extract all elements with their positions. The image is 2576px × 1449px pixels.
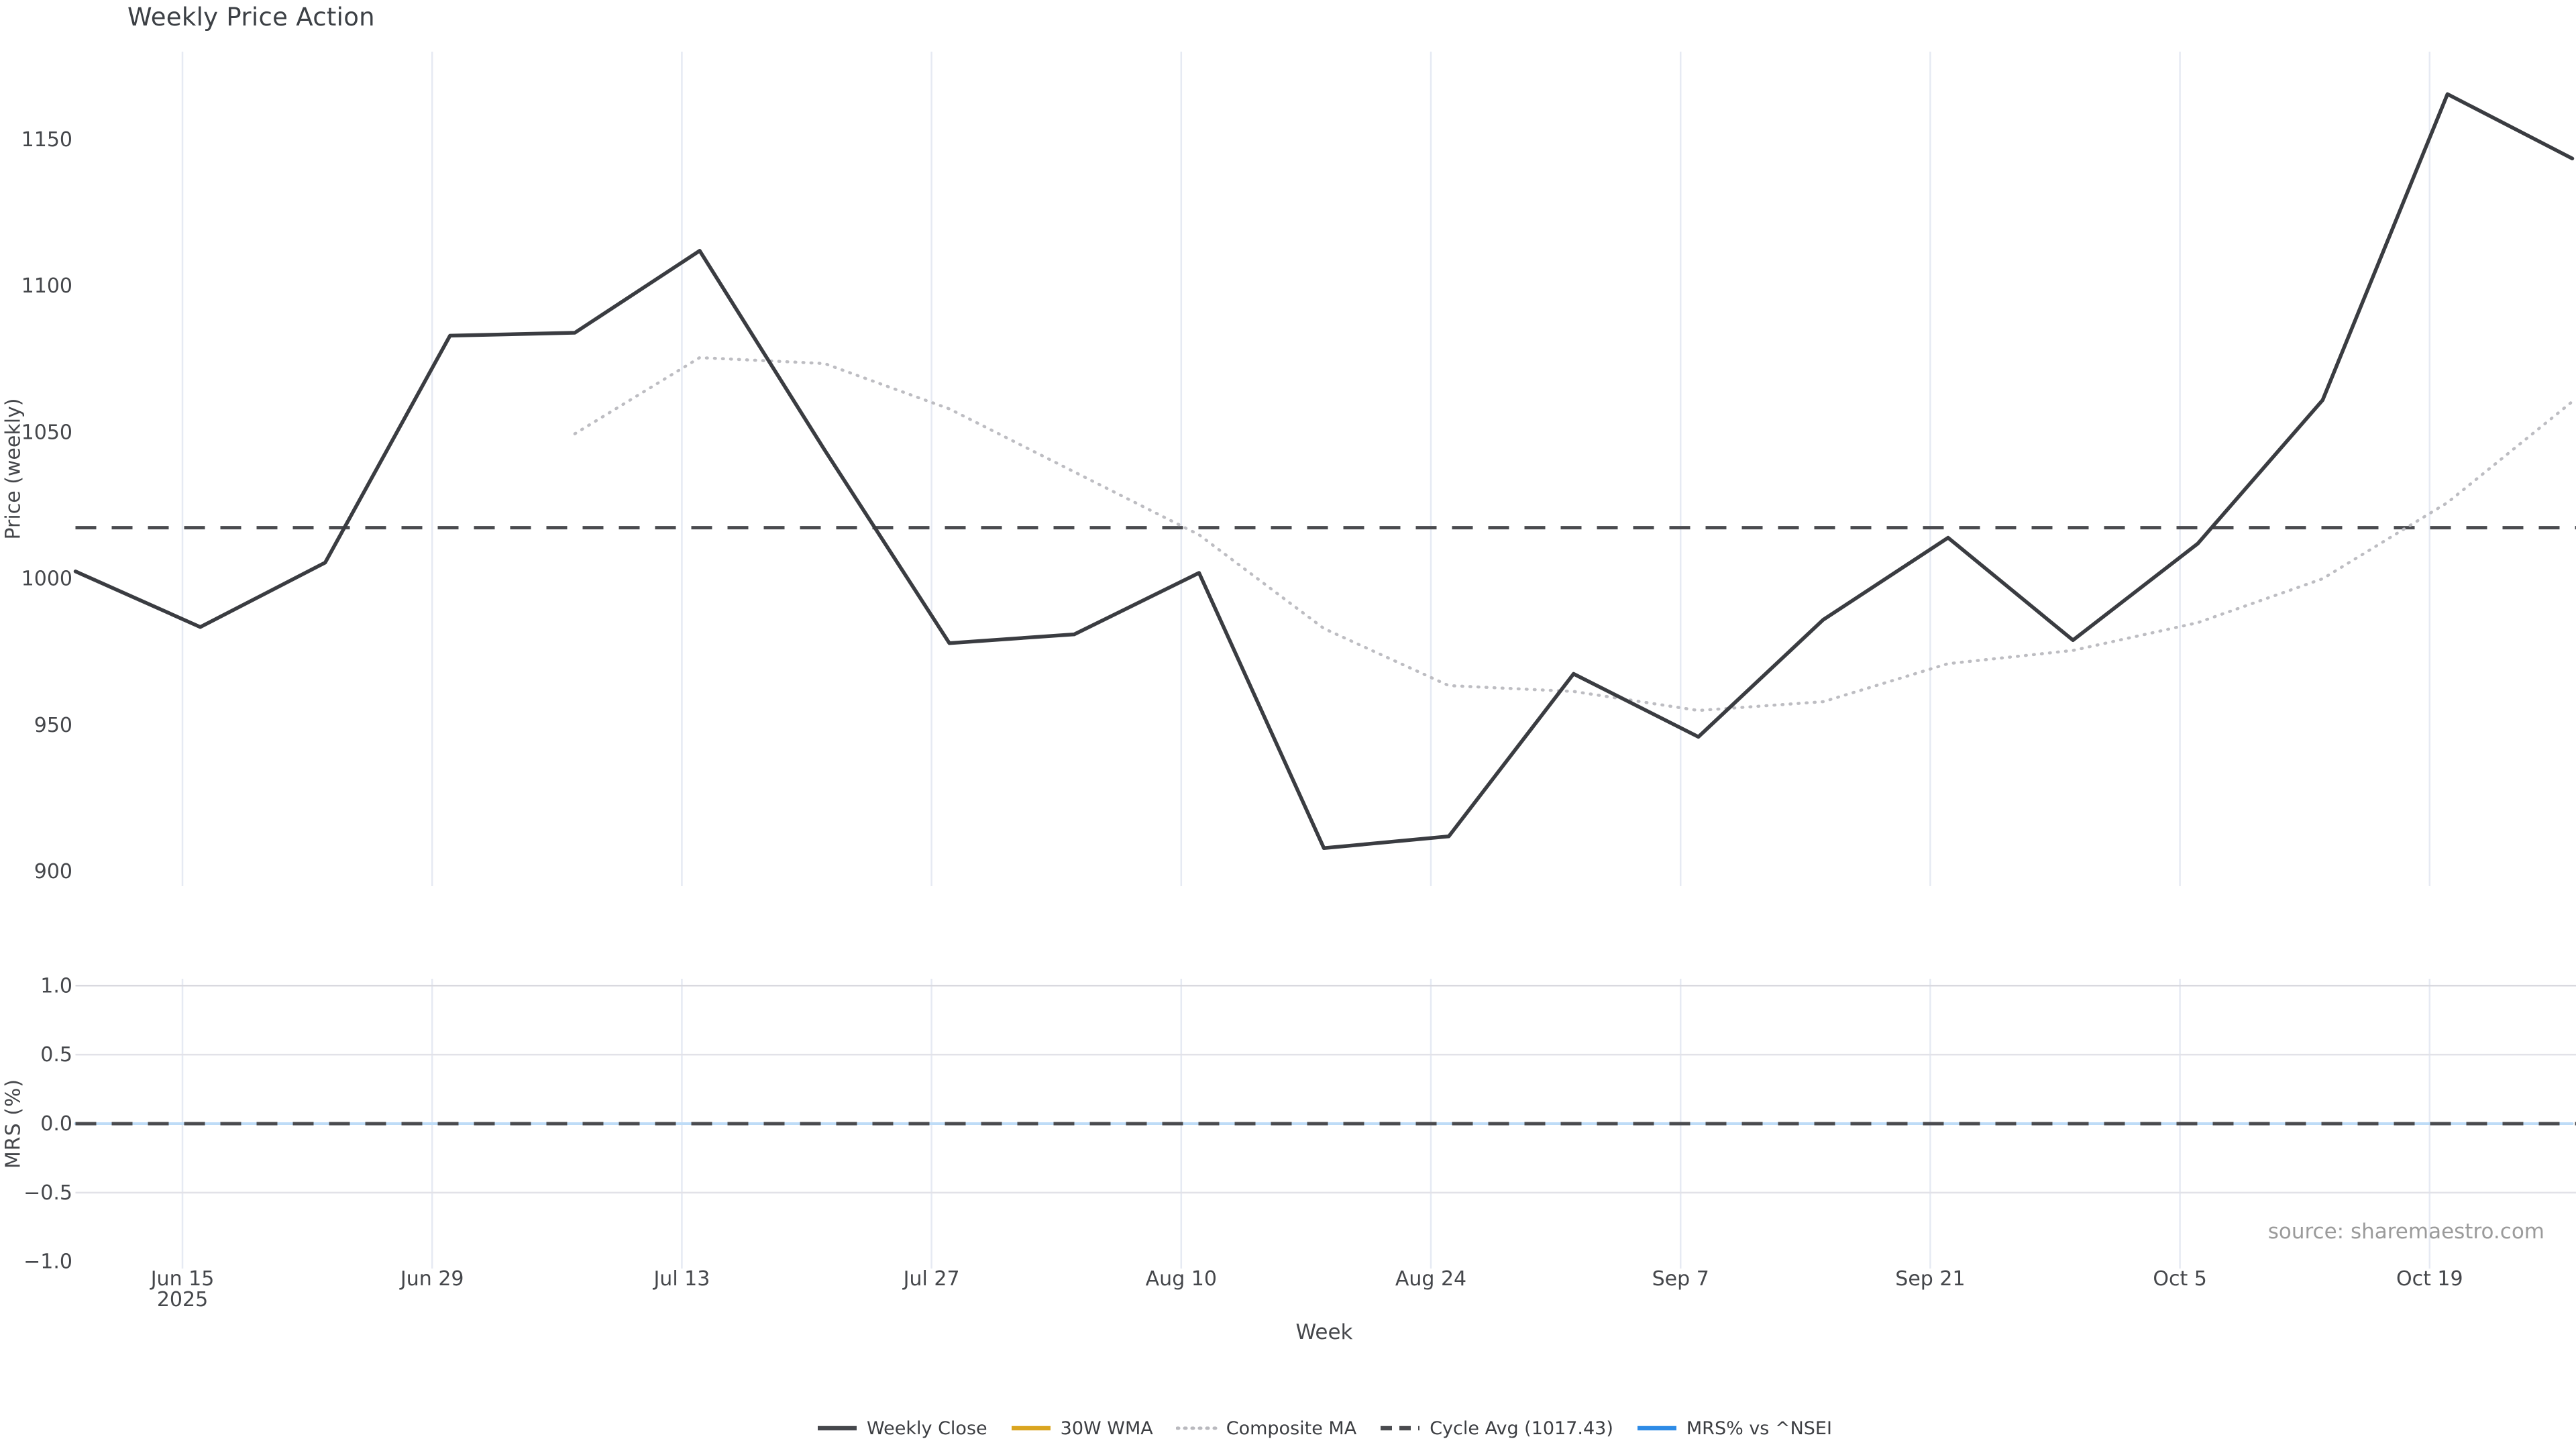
price-ytick-label: 950 [34,714,72,737]
legend-swatch-solid-icon [1637,1426,1676,1431]
x-tick-label: Sep 7 [1652,1267,1709,1291]
mrs-ytick-label: 0.0 [40,1112,72,1136]
legend-item: 30W WMA [1010,1418,1153,1439]
legend-swatch-solid-icon [818,1426,857,1431]
price-ytick-label: 1150 [21,128,72,152]
legend-item: Cycle Avg (1017.43) [1379,1418,1613,1439]
legend-label: Composite MA [1226,1417,1357,1439]
legend-swatch-solid-icon [1011,1426,1051,1431]
x-axis-label: Week [1295,1320,1353,1344]
mrs-ytick-label: 1.0 [40,974,72,998]
weekly-close-line [73,92,2575,851]
x-tick-label: Jun 29 [399,1267,464,1291]
x-tick-label: Oct 19 [2396,1267,2463,1291]
mrs-ytick-label: −0.5 [23,1181,72,1205]
x-tick-label: Jun 15 [150,1267,215,1291]
legend-label: MRS% vs ^NSEI [1686,1417,1832,1439]
legend-label: Weekly Close [867,1417,987,1439]
legend: Weekly Close 30W WMA Composite MA Cycle Avg… [72,1417,2576,1440]
x-tick-year-label: 2025 [157,1288,208,1311]
x-tick-label: Aug 24 [1395,1267,1466,1291]
mrs-axis-label: MRS (%) [1,1078,25,1169]
composite-ma-line [573,356,2574,712]
legend-label: 30W WMA [1060,1417,1153,1439]
legend-item: MRS% vs ^NSEI [1636,1418,1832,1439]
legend-swatch-dashed-icon [1381,1426,1420,1431]
x-tick-label: Jul 27 [902,1267,960,1291]
x-tick-label: Jul 13 [652,1267,710,1291]
x-tick-label: Oct 5 [2153,1267,2207,1291]
price-ytick-label: 1000 [21,568,72,591]
chart-title: Weekly Price Action [127,3,375,32]
price-ytick-label: 1050 [21,421,72,444]
mrs-ytick-label: 0.5 [40,1043,72,1067]
x-tick-label: Aug 10 [1146,1267,1217,1291]
price-ytick-label: 1100 [21,274,72,298]
x-tick-label: Sep 21 [1895,1267,1965,1291]
legend-label: Cycle Avg (1017.43) [1430,1417,1613,1439]
legend-item: Composite MA [1175,1417,1357,1439]
price-ytick-label: 900 [34,860,72,883]
price-axis-label: Price (weekly) [1,398,25,540]
legend-swatch-dotted-icon [1175,1426,1218,1430]
legend-item: Weekly Close [816,1418,987,1439]
source-credit: source: sharemaestro.com [2267,1220,2544,1244]
mrs-ytick-label: −1.0 [23,1250,72,1274]
